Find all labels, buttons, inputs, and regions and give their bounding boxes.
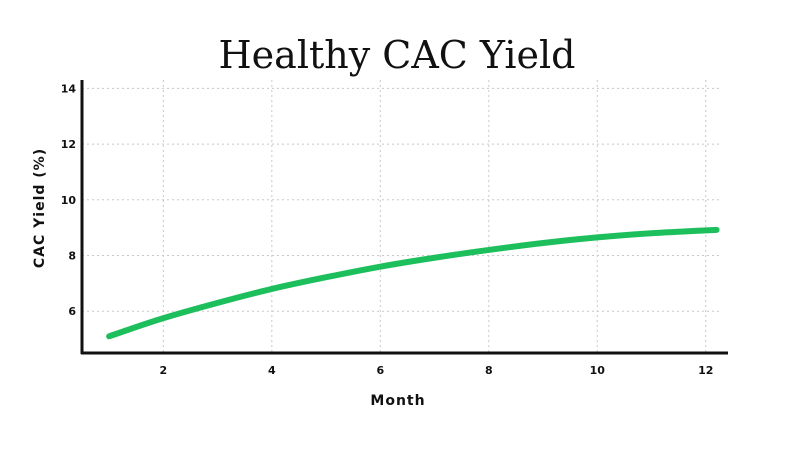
x-tick-label: 8 — [485, 364, 493, 377]
x-tick-label: 12 — [698, 364, 713, 377]
y-tick-label: 6 — [68, 305, 76, 318]
y-tick-label: 10 — [61, 194, 77, 207]
y-axis-label: CAC Yield (%) — [32, 148, 48, 268]
x-axis-label: Month — [370, 393, 425, 409]
x-tick-label: 6 — [376, 364, 384, 377]
series-line — [106, 226, 720, 340]
y-tick-label: 8 — [68, 250, 76, 263]
y-tick-label: 14 — [61, 82, 77, 95]
series-layer — [106, 226, 720, 340]
tick-labels: 2 4 6 8 10 12 6 8 10 12 14 — [61, 82, 714, 377]
x-tick-label: 2 — [160, 364, 168, 377]
y-tick-label: 12 — [61, 138, 76, 151]
chart-title: Healthy CAC Yield — [219, 33, 576, 77]
x-tick-label: 10 — [590, 364, 606, 377]
x-tick-label: 4 — [268, 364, 276, 377]
